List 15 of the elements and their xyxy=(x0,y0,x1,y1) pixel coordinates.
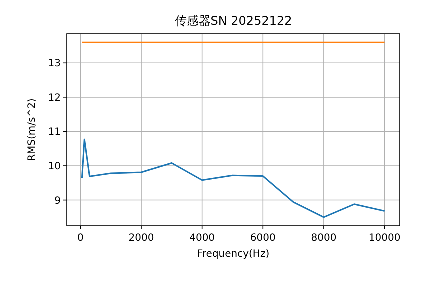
x-tick-label: 4000 xyxy=(190,233,216,244)
x-tick-label: 2000 xyxy=(128,233,154,244)
chart-title: 传感器SN 20252122 xyxy=(174,14,292,28)
x-axis-title: Frequency(Hz) xyxy=(197,249,270,260)
x-tick-label: 6000 xyxy=(250,233,276,244)
y-tick-label: 11 xyxy=(48,127,61,138)
y-tick-label: 9 xyxy=(54,196,61,207)
y-tick-label: 12 xyxy=(48,92,61,104)
x-tick-label: 8000 xyxy=(311,233,337,244)
y-tick-label: 13 xyxy=(48,58,61,70)
y-axis-title: RMS(m/s^2) xyxy=(27,98,38,162)
y-tick-label: 10 xyxy=(48,162,61,172)
line-series xyxy=(81,138,386,218)
x-tick-label: 10000 xyxy=(368,233,401,244)
x-tick-label: 0 xyxy=(77,233,84,244)
